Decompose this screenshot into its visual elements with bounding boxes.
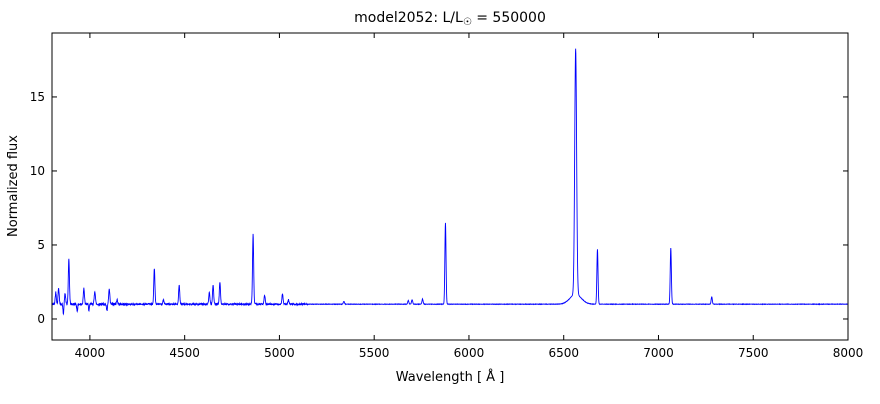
y-tick-label: 5 xyxy=(37,238,45,252)
x-tick-label: 7000 xyxy=(643,346,674,360)
x-tick-label: 5000 xyxy=(264,346,295,360)
chart-title-suffix: = 550000 xyxy=(472,10,546,26)
axes-frame xyxy=(51,32,849,341)
x-axis-label: Wavelength [ Å ] xyxy=(396,369,505,385)
x-tick-label: 7500 xyxy=(738,346,769,360)
x-tick-label: 4000 xyxy=(75,346,106,360)
x-tick-label: 4500 xyxy=(169,346,200,360)
chart-title-subscript: ☉ xyxy=(463,17,472,28)
x-tick-label: 6000 xyxy=(454,346,485,360)
y-tick-label: 10 xyxy=(30,164,45,178)
spectrum-line xyxy=(51,48,849,316)
y-tick-label: 0 xyxy=(37,312,45,326)
y-tick-label: 15 xyxy=(30,90,45,104)
chart-title-prefix: model2052: L/L xyxy=(354,10,463,26)
x-tick-label: 5500 xyxy=(359,346,390,360)
x-tick-label: 8000 xyxy=(833,346,864,360)
y-axis-label: Normalized flux xyxy=(6,135,21,237)
x-tick-label: 6500 xyxy=(548,346,579,360)
plot-content: 4000 4500 5000 5500 6000 6500 7000 7500 8000 0 5 10… xyxy=(30,33,864,360)
chart-title: model2052: L/L☉ = 550000 xyxy=(354,10,546,28)
